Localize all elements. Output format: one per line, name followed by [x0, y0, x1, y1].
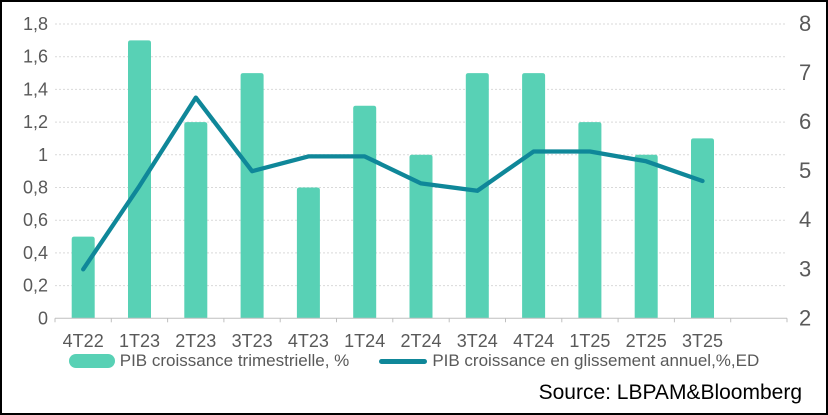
- legend-label-bars: PIB croissance trimestrielle, %: [119, 351, 350, 370]
- bar: [296, 187, 320, 319]
- bar-series: [71, 40, 714, 319]
- bar: [240, 73, 264, 319]
- x-tick-label: 1T25: [569, 331, 610, 351]
- left-tick-label: 0,4: [23, 243, 48, 263]
- gdp-combo-chart: 0 0,2 0,4 0,6 0,8 1 1,2 1,4 1,6 1,8 2 3 4 5 6 7 8 4T22 1T2…: [23, 11, 811, 351]
- source-caption: Source: LBPAM&Bloomberg: [538, 381, 802, 404]
- bar: [634, 154, 658, 319]
- right-tick-label: 2: [799, 305, 811, 330]
- right-tick-label: 8: [799, 11, 811, 36]
- line-series-swatch-icon: [379, 358, 428, 364]
- left-tick-label: 1,2: [23, 112, 48, 132]
- chart-legend: PIB croissance trimestrielle, % PIB croi…: [2, 351, 826, 371]
- x-tick-label: 3T25: [682, 331, 723, 351]
- left-axis-labels: 0 0,2 0,4 0,6 0,8 1 1,2 1,4 1,6 1,8: [23, 14, 48, 328]
- right-tick-label: 7: [799, 60, 811, 85]
- right-tick-label: 6: [799, 109, 811, 134]
- x-tick-label: 1T23: [119, 331, 160, 351]
- bar: [184, 122, 208, 319]
- legend-label-line: PIB croissance en glissement annuel,%,ED: [432, 351, 760, 370]
- right-tick-label: 5: [799, 158, 811, 183]
- x-tick-label: 3T24: [457, 331, 498, 351]
- bar: [691, 138, 714, 319]
- legend-item-line: PIB croissance en glissement annuel,%,ED: [379, 351, 759, 371]
- left-tick-label: 0: [38, 308, 48, 328]
- x-tick-label: 4T22: [63, 331, 104, 351]
- bar-series-swatch-icon: [68, 354, 115, 368]
- x-tick-label: 3T23: [232, 331, 273, 351]
- x-tick-label: 4T23: [288, 331, 329, 351]
- line-series: [81, 95, 705, 272]
- right-tick-label: 4: [799, 207, 811, 232]
- x-tick-label: 2T24: [400, 331, 441, 351]
- left-tick-label: 1,6: [23, 47, 48, 67]
- bar: [353, 105, 377, 319]
- bar: [71, 236, 95, 319]
- bar: [522, 73, 546, 319]
- left-tick-label: 1: [38, 145, 48, 165]
- x-tick-label: 2T25: [626, 331, 667, 351]
- bar: [578, 122, 602, 319]
- x-tick-label: 4T24: [513, 331, 554, 351]
- left-tick-label: 0,6: [23, 210, 48, 230]
- x-axis: [54, 317, 788, 323]
- left-tick-label: 1,8: [23, 14, 48, 34]
- bar: [128, 40, 151, 319]
- left-tick-label: 0,2: [23, 276, 48, 296]
- x-tick-label: 2T23: [175, 331, 216, 351]
- left-tick-label: 0,8: [23, 178, 48, 198]
- right-axis-labels: 2 3 4 5 6 7 8: [799, 11, 811, 330]
- legend-item-bars: PIB croissance trimestrielle, %: [68, 351, 350, 371]
- right-tick-label: 3: [799, 256, 811, 281]
- x-tick-label: 1T24: [344, 331, 385, 351]
- left-tick-label: 1,4: [23, 79, 48, 99]
- x-axis-labels: 4T22 1T23 2T23 3T23 4T23 1T24 2T24 3T24 4T24 1T25…: [63, 331, 723, 351]
- bar: [409, 154, 433, 319]
- bar: [465, 73, 489, 319]
